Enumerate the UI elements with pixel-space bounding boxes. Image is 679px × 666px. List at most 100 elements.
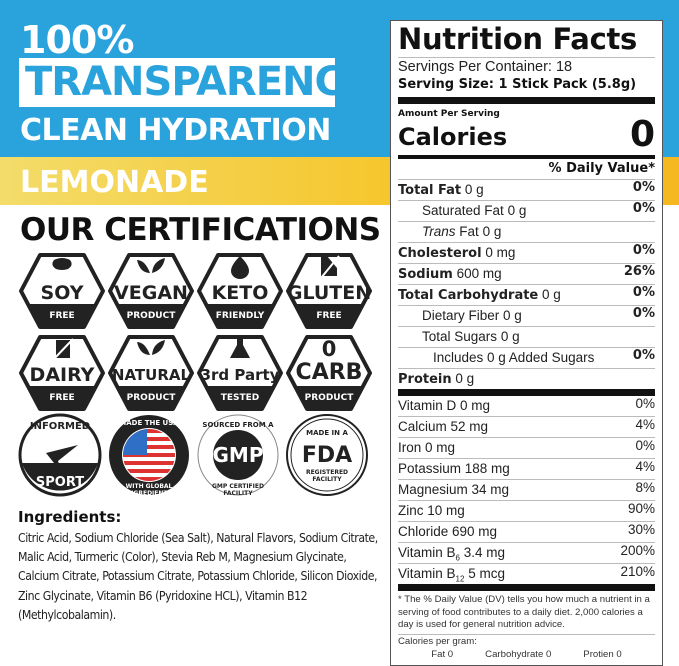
- badge-main: GLUTEN: [286, 282, 372, 304]
- vitamin-subscript: 12: [455, 574, 465, 584]
- badge-natural: NATURAL PRODUCT: [107, 334, 195, 412]
- nutrient-label: Cholesterol: [398, 246, 482, 261]
- vitamin-row: Vitamin D 0 mg 0%: [398, 396, 655, 417]
- nutrient-label-rest: Fat: [459, 224, 479, 239]
- nutrient-amount: 0 g: [482, 224, 502, 239]
- nutrient-row: Dietary Fiber 0 g 0%: [398, 306, 655, 327]
- vitamin-dv: 4%: [635, 417, 655, 432]
- vitamin-dv: 8%: [635, 480, 655, 495]
- vitamin-dv: 30%: [627, 522, 655, 537]
- hexagon-shape: [286, 335, 372, 411]
- leaves-icon: [137, 258, 165, 273]
- nutrition-facts-panel: Nutrition Facts Servings Per Container: …: [390, 20, 663, 666]
- nutrient-label: Total Fat: [398, 183, 462, 198]
- dv-footnote: * The % Daily Value (DV) tells you how m…: [398, 591, 655, 635]
- bean-icon: [52, 258, 72, 270]
- certification-seals: INFORMED SPORT MADE THE USA WITH GLOBAL ING…: [18, 413, 374, 497]
- seal-top-text: SOURCED FROM A: [202, 421, 274, 429]
- nutrient-row: Total Sugars 0 g: [398, 327, 655, 348]
- badge-0-carb: 0 CARB PRODUCT: [285, 334, 373, 412]
- badge-main: SOY: [40, 282, 84, 304]
- vitamin-row: Potassium 188 mg 4%: [398, 459, 655, 480]
- vitamin-label: Potassium 188 mg: [398, 461, 510, 476]
- vitamin-label: Chloride 690 mg: [398, 524, 498, 539]
- vitamin-row: Calcium 52 mg 4%: [398, 417, 655, 438]
- calories-label: Calories: [398, 123, 508, 151]
- hexagon-shape: [19, 253, 105, 329]
- vitamin-amount: 3.4 mg: [463, 545, 506, 560]
- vitamin-dv: 4%: [635, 459, 655, 474]
- badge-vegan: VEGAN PRODUCT: [107, 252, 195, 330]
- vitamin-row: Iron 0 mg 0%: [398, 438, 655, 459]
- vitamin-label: Calcium 52 mg: [398, 419, 489, 434]
- nutrient-row: Saturated Fat 0 g 0%: [398, 201, 655, 222]
- milk-slash-icon: [52, 338, 74, 361]
- nutrient-dv: 0%: [632, 306, 655, 321]
- informed-sport-seal: INFORMED SPORT: [18, 413, 102, 497]
- vitamin-row: Chloride 690 mg 30%: [398, 522, 655, 543]
- seal-shape: [197, 414, 279, 496]
- seal-top-text: MADE IN A: [306, 429, 348, 437]
- headline-100: 100%: [20, 18, 134, 62]
- seal-center-text: FDA: [301, 443, 353, 468]
- hexagon-shape: [197, 253, 283, 329]
- nutrient-amount: 0 g: [503, 308, 522, 323]
- hexagon-shape: [108, 253, 194, 329]
- nutrient-amount: 0 g: [500, 329, 520, 344]
- badge-sub: PRODUCT: [126, 311, 176, 321]
- amount-per-serving: Amount Per Serving: [398, 109, 500, 119]
- nutrient-dv: 26%: [623, 264, 655, 279]
- headline-clean-hydration: CLEAN HYDRATION: [20, 113, 331, 148]
- certifications-title: OUR CERTIFICATIONS: [20, 212, 381, 248]
- nutrient-row: Includes 0 g Added Sugars 0%: [398, 348, 655, 369]
- calories-per-gram-label: Calories per gram:: [398, 635, 477, 647]
- vitamin-amount: 5 mcg: [468, 566, 505, 581]
- badge-gluten: GLUTEN FREE: [285, 252, 373, 330]
- badge-main: CARB: [295, 360, 363, 385]
- nutrient-row: Total Fat 0 g 0%: [398, 180, 655, 201]
- vitamin-dv: 210%: [620, 564, 655, 579]
- vitamin-row: Zinc 10 mg 90%: [398, 501, 655, 522]
- nutrient-dv: 0%: [632, 243, 655, 258]
- nutrient-label: Saturated Fat: [422, 203, 504, 218]
- nutrient-dv: 0%: [632, 201, 655, 216]
- seal-bottom-text: REGISTERED FACILITY: [305, 469, 349, 483]
- headline-transparency: TRANSPARENCY: [19, 58, 335, 107]
- nutrition-title: Nutrition Facts: [398, 21, 655, 58]
- drop-icon: [231, 256, 249, 279]
- vitamin-dv: 90%: [627, 501, 655, 516]
- certification-badges: SOY FREE VEGAN PRODUCT KETO FRIENDLY GLUTEN FRE…: [18, 252, 380, 412]
- nutrient-row: Cholesterol 0 mg 0%: [398, 243, 655, 264]
- daily-value-header: % Daily Value*: [398, 159, 655, 180]
- vitamin-subscript: 6: [455, 553, 460, 563]
- gmp-seal: SOURCED FROM A GMP GMP CERTIFIED FACILITY: [196, 413, 280, 497]
- badge-sub: PRODUCT: [304, 393, 354, 403]
- fda-seal: MADE IN A FDA REGISTERED FACILITY: [285, 413, 369, 497]
- badge-main: 3rd Party: [200, 366, 280, 384]
- made-in-usa-seal: MADE THE USA WITH GLOBAL INGREDIENTS: [107, 413, 191, 497]
- calories-per-gram: Calories per gram: Fat 0 Carbohydrate 0 …: [398, 635, 655, 661]
- servings-per-container: Servings Per Container: 18: [398, 59, 573, 75]
- hexagon-shape: [19, 335, 105, 411]
- badge-sub: FREE: [49, 393, 75, 403]
- vitamin-dv: 0%: [635, 438, 655, 453]
- nutrient-row: Protein 0 g: [398, 369, 655, 396]
- nutrient-amount: 0 mg: [485, 245, 516, 260]
- vitamin-label: Vitamin B: [398, 566, 456, 581]
- badge-dairy: DAIRY FREE: [18, 334, 106, 412]
- seal-bottom-text: GMP CERTIFIED FACILITY: [212, 483, 264, 497]
- vitamin-label: Vitamin D 0 mg: [398, 398, 491, 413]
- badge-sub: FREE: [316, 311, 342, 321]
- leaves-icon: [137, 340, 165, 355]
- calories-value: 0: [629, 114, 655, 155]
- badge-main: VEGAN: [114, 282, 188, 304]
- nutrient-amount: 0 g: [542, 287, 561, 302]
- seal-shape: [286, 414, 368, 496]
- nutrient-label: Total Sugars: [422, 329, 498, 344]
- nutrient-amount: 0 g: [455, 371, 475, 386]
- nutrient-label: Includes 0 g Added Sugars: [433, 350, 595, 365]
- badge-sub: PRODUCT: [126, 393, 176, 403]
- badge-sub: FREE: [49, 311, 75, 321]
- nutrient-label: Protein: [398, 372, 452, 387]
- nutrient-label: Dietary Fiber: [422, 308, 500, 323]
